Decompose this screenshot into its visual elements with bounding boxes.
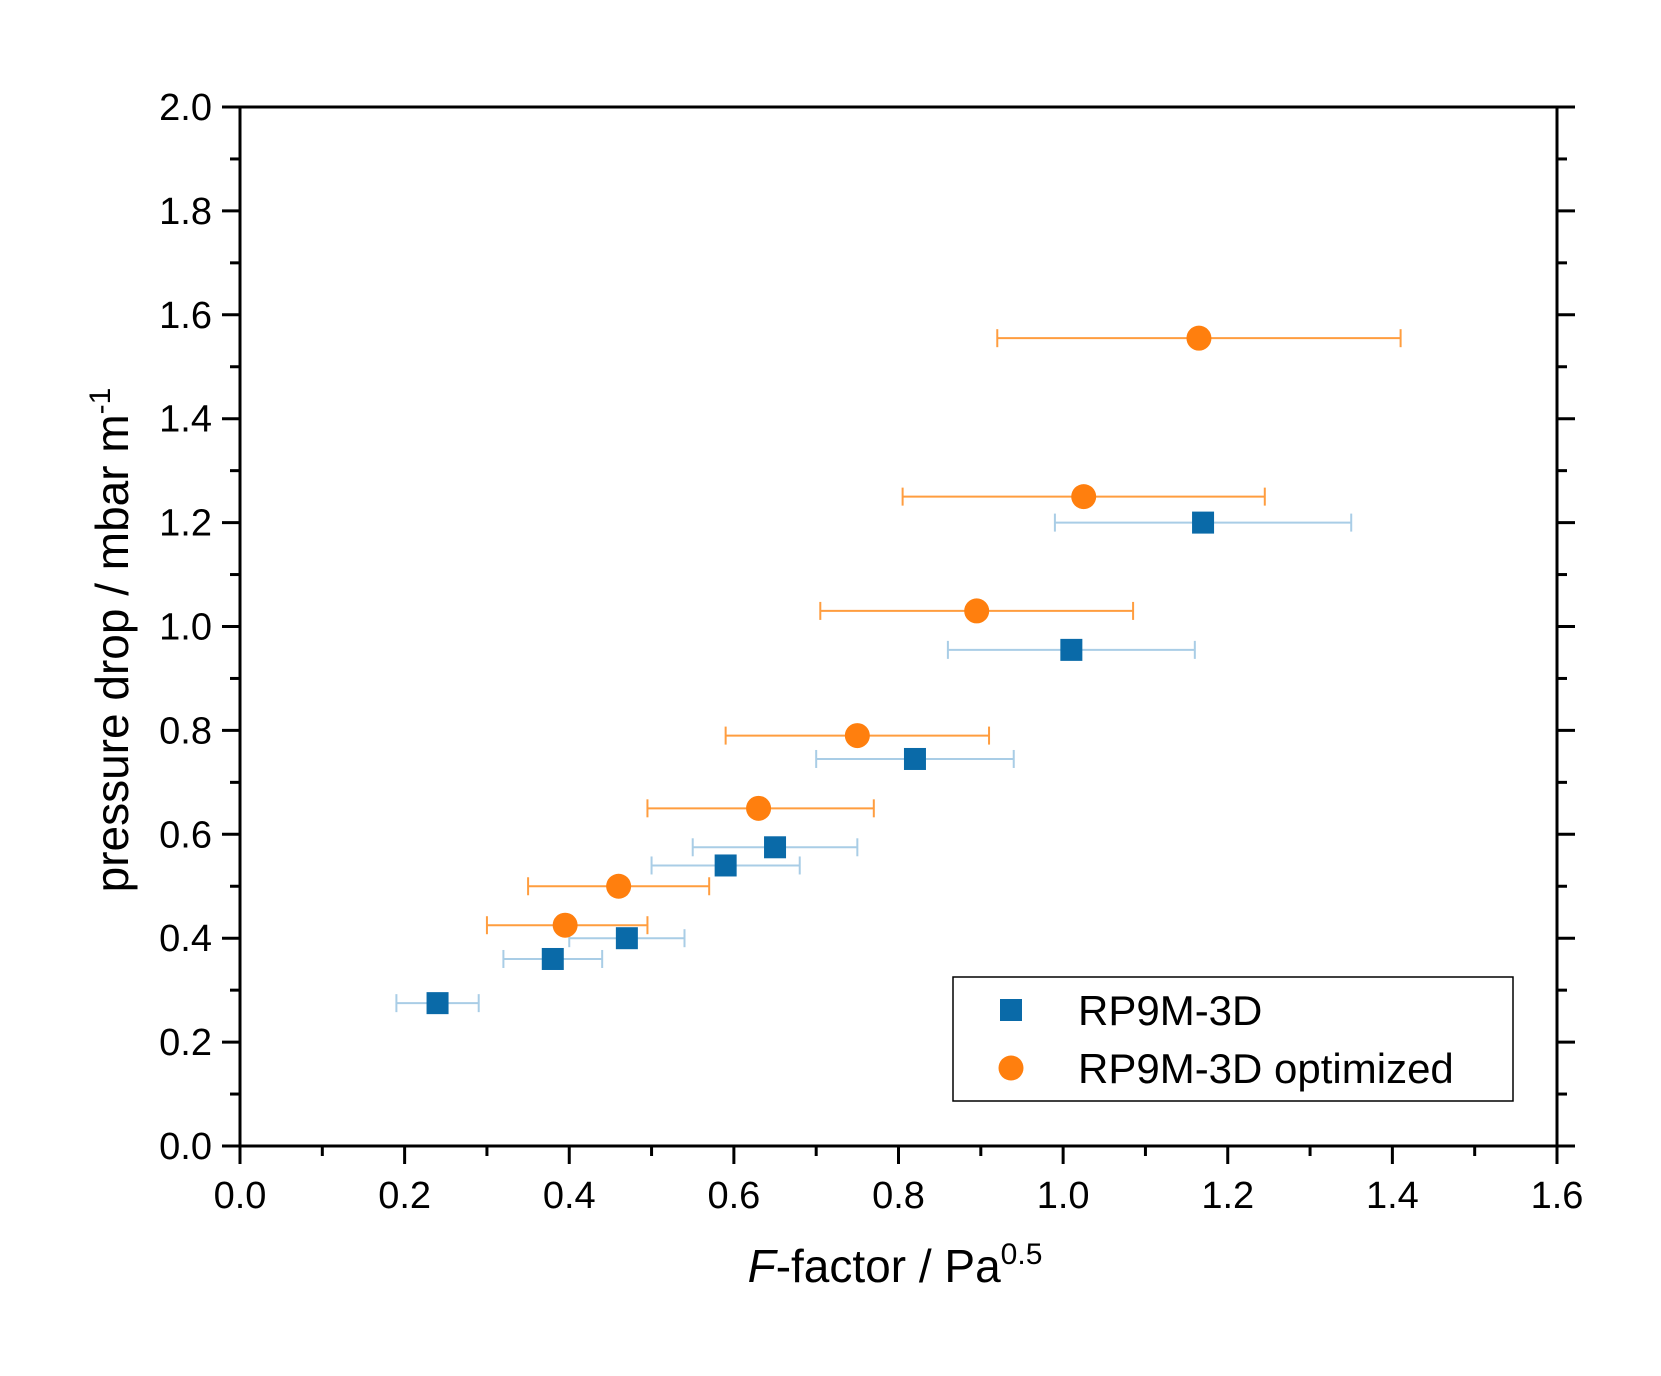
legend-box [952,976,1514,1102]
x-axis-title-superscript: 0.5 [1001,1238,1043,1271]
data-point-circle [1071,484,1097,510]
data-point-circle [746,795,772,821]
y-tick-label: 1.8 [159,191,212,233]
y-axis-title-main: pressure drop / mbar m [86,414,138,892]
data-point-circle [964,598,990,624]
x-tick-label: 0.2 [378,1175,431,1217]
x-tick-label: 1.0 [1037,1175,1090,1217]
data-point-circle [552,912,578,938]
legend-marker-circle [998,1055,1024,1081]
data-point-square [615,927,638,950]
data-point-square [426,992,449,1015]
x-axis-title-italic: F [748,1240,779,1292]
legend-label: RP9M-3D [1078,987,1262,1034]
data-point-square [903,747,926,770]
y-tick-label: 0.0 [159,1126,212,1168]
y-tick-label: 1.2 [159,503,212,545]
legend: RP9M-3D RP9M-3D optimized [952,976,1514,1102]
data-point-square [541,947,564,970]
x-tick-label: 0.0 [214,1175,267,1217]
data-point-circle [606,873,632,899]
y-tick-label: 2.0 [159,87,212,129]
x-tick-label: 0.4 [543,1175,596,1217]
data-point-square [764,836,787,859]
y-axis-title-superscript: -1 [84,388,117,415]
y-axis-title-text: pressure drop / mbar m-1 [84,388,138,893]
legend-label: RP9M-3D optimized [1078,1045,1454,1092]
x-axis-title-text: F-factor / Pa0.5 [748,1238,1043,1292]
y-tick-label: 1.0 [159,607,212,649]
x-axis-title: F-factor / Pa0.5 [748,1238,1043,1292]
x-tick-label: 1.6 [1531,1175,1584,1217]
x-axis-title-main: -factor / Pa [776,1240,1001,1292]
x-tick-label: 1.2 [1201,1175,1254,1217]
y-tick-label: 0.6 [159,814,212,856]
data-point-square [1060,638,1083,661]
x-tick-label: 1.4 [1366,1175,1419,1217]
x-tick-label: 0.8 [872,1175,925,1217]
data-point-square [714,854,737,877]
data-point-circle [844,723,870,749]
y-tick-label: 1.4 [159,399,212,441]
data-point-square [1192,511,1215,534]
y-tick-label: 0.2 [159,1022,212,1064]
y-tick-label: 1.6 [159,295,212,337]
y-tick-label: 0.8 [159,710,212,752]
y-tick-label: 0.4 [159,918,212,960]
error-bars [395,329,1402,1013]
x-tick-label: 0.6 [707,1175,760,1217]
data-markers [426,325,1215,1015]
legend-marker-square [1000,999,1022,1021]
data-point-circle [1186,325,1212,351]
y-axis-title: pressure drop / mbar m-1 [84,388,138,893]
axes: 0.0 0.2 0.4 0.6 0.8 1.0 1.2 1.4 1.6 0.0 0.2 0.4 0.6 0… [159,87,1583,1217]
